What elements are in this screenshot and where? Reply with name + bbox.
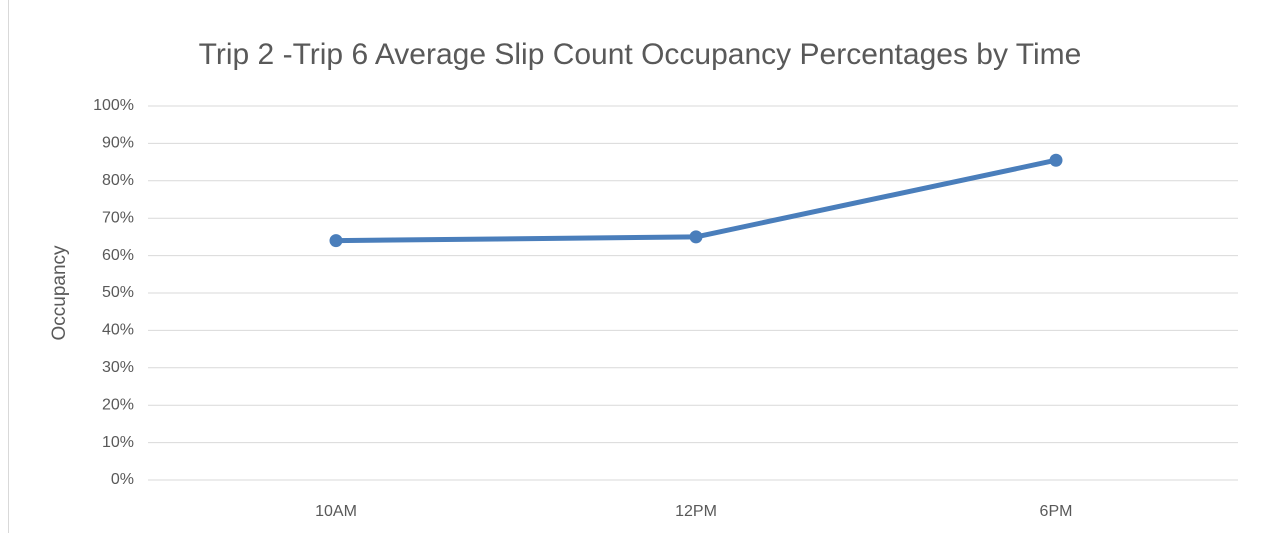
y-axis-label: Occupancy [49, 245, 70, 341]
y-tick-label: 0% [111, 471, 134, 488]
marker [689, 230, 703, 244]
y-tick-label: 40% [102, 322, 134, 339]
chart-title: Trip 2 -Trip 6 Average Slip Count Occupa… [199, 38, 1082, 71]
y-tick-label: 30% [102, 359, 134, 376]
y-tick-label: 100% [93, 97, 134, 114]
marker [329, 234, 343, 248]
y-tick-label: 20% [102, 396, 134, 413]
y-tick-label: 70% [102, 209, 134, 226]
x-tick-label: 12PM [675, 503, 717, 520]
y-tick-label: 90% [102, 135, 134, 152]
y-tick-label: 60% [102, 247, 134, 264]
marker [1049, 153, 1063, 167]
x-tick-label: 10AM [315, 503, 357, 520]
x-tick-label: 6PM [1040, 503, 1073, 520]
y-tick-label: 10% [102, 434, 134, 451]
y-tick-label: 50% [102, 284, 134, 301]
chart-frame [8, 0, 1265, 533]
y-tick-label: 80% [102, 172, 134, 189]
